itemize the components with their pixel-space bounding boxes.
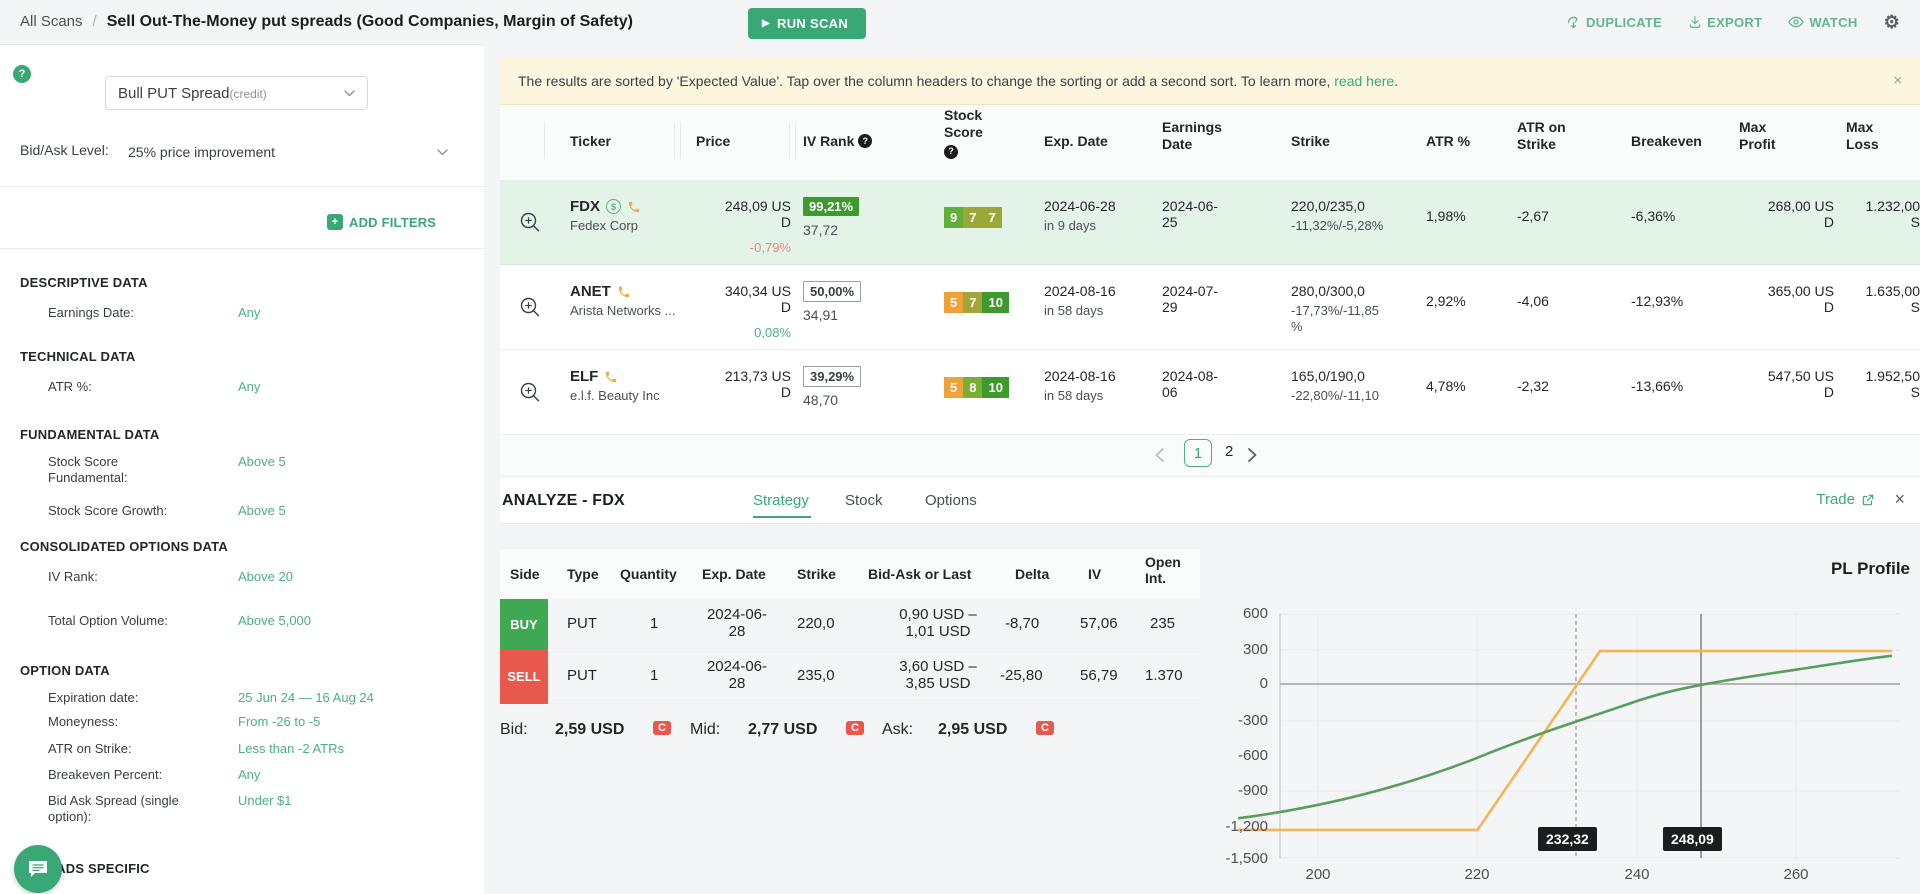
svg-text:300: 300 (1243, 641, 1268, 658)
svg-text:-1,200: -1,200 (1225, 818, 1268, 835)
svg-text:240: 240 (1624, 866, 1649, 879)
svg-text:260: 260 (1783, 866, 1808, 879)
svg-text:-1,500: -1,500 (1225, 850, 1268, 867)
svg-text:0: 0 (1260, 675, 1268, 692)
svg-text:200: 200 (1305, 866, 1330, 879)
svg-text:600: 600 (1243, 605, 1268, 622)
svg-text:-900: -900 (1238, 782, 1268, 799)
svg-text:-300: -300 (1238, 712, 1268, 729)
svg-text:220: 220 (1464, 866, 1489, 879)
svg-text:-600: -600 (1238, 747, 1268, 764)
